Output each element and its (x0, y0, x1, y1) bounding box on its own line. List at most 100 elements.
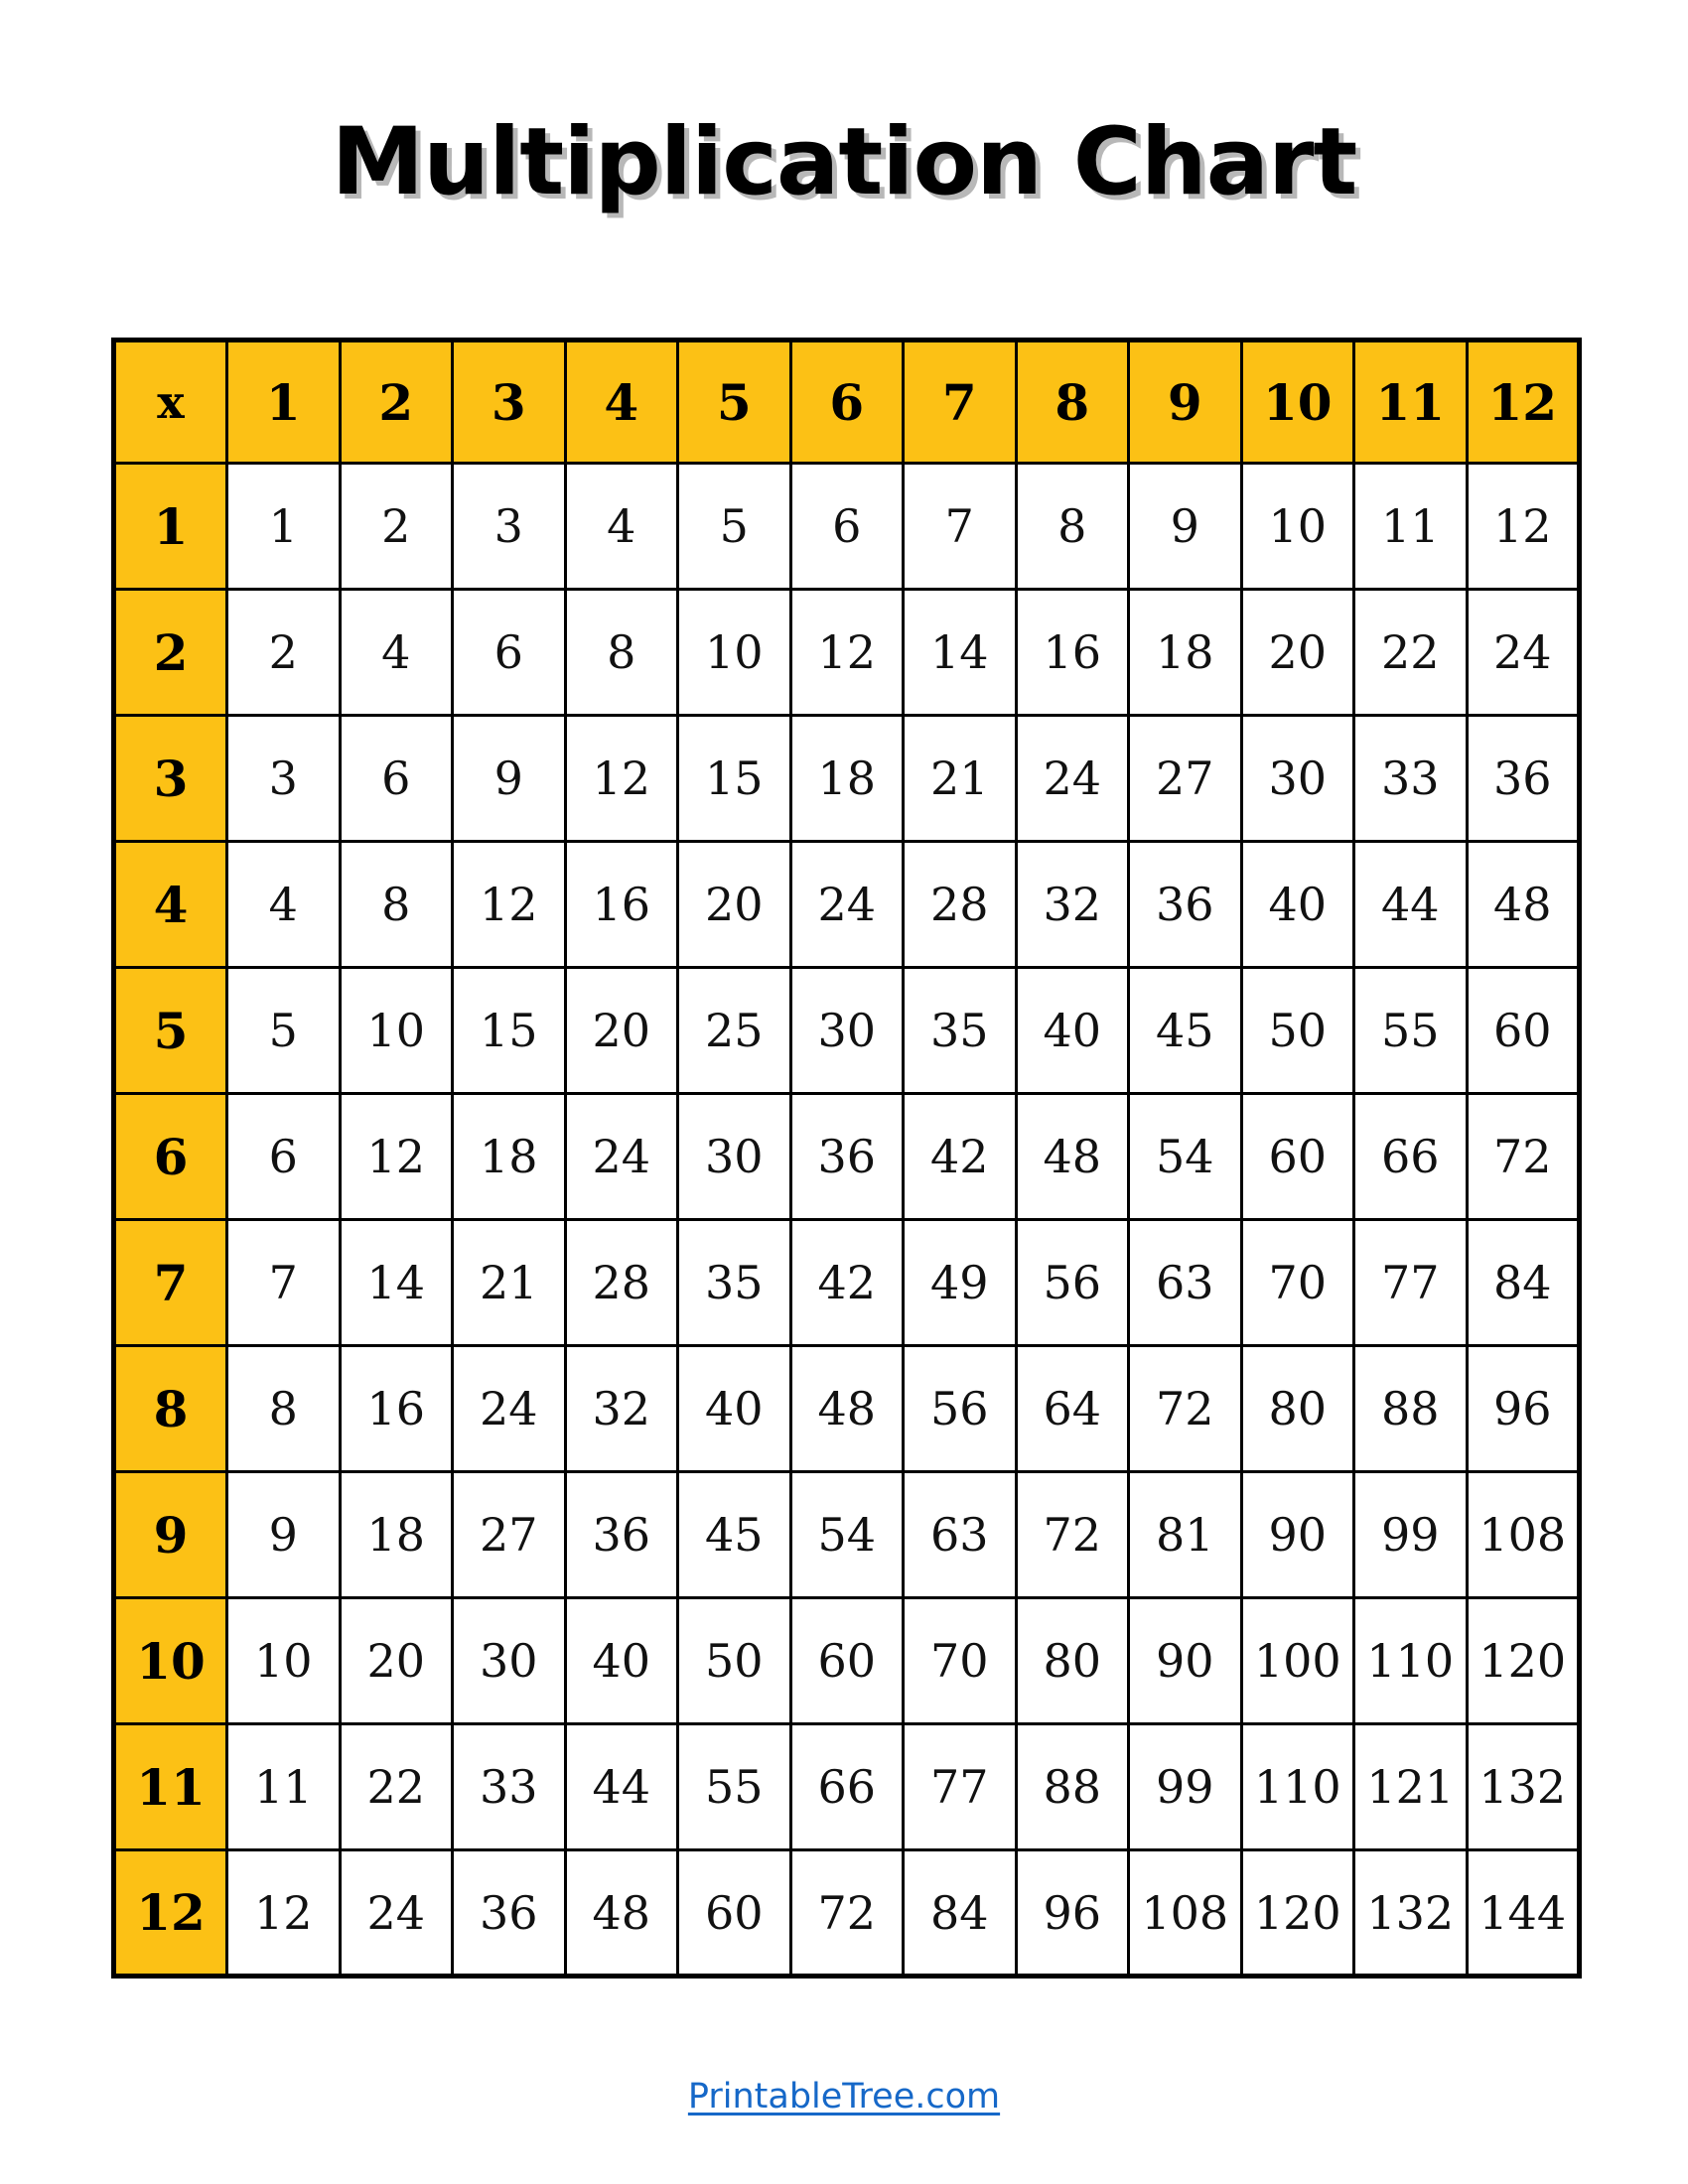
table-row: 1 1 2 3 4 5 6 7 8 9 10 11 12 (112, 462, 1581, 591)
cell-r5-c12: 60 (1465, 966, 1581, 1095)
cell-r8-c12: 96 (1465, 1344, 1581, 1473)
footer: PrintableTree.com (0, 2077, 1688, 2116)
cell-r8-c3: 24 (451, 1344, 567, 1473)
cell-r1-c1: 1 (225, 462, 342, 591)
cell-r4-c10: 40 (1239, 840, 1355, 969)
table-row: 8 8 16 24 32 40 48 56 64 72 80 88 96 (112, 1344, 1581, 1473)
cell-r5-c2: 10 (338, 966, 454, 1095)
cell-r8-c4: 32 (563, 1344, 679, 1473)
cell-r1-c2: 2 (338, 462, 454, 591)
cell-r7-c9: 63 (1127, 1218, 1243, 1347)
row-header-3: 3 (112, 714, 228, 843)
table-row: 4 4 8 12 16 20 24 28 32 36 40 44 48 (112, 840, 1581, 969)
cell-r12-c2: 24 (338, 1848, 454, 1978)
table-row: 5 5 10 15 20 25 30 35 40 45 50 55 60 (112, 966, 1581, 1095)
cell-r11-c5: 55 (676, 1722, 792, 1851)
column-header-11: 11 (1352, 339, 1469, 465)
cell-r1-c4: 4 (563, 462, 679, 591)
row-header-4: 4 (112, 840, 228, 969)
cell-r11-c7: 77 (902, 1722, 1018, 1851)
cell-r6-c9: 54 (1127, 1092, 1243, 1221)
cell-r11-c9: 99 (1127, 1722, 1243, 1851)
cell-r1-c6: 6 (788, 462, 905, 591)
cell-r9-c6: 54 (788, 1470, 905, 1599)
cell-r11-c6: 66 (788, 1722, 905, 1851)
cell-r7-c7: 49 (902, 1218, 1018, 1347)
cell-r3-c9: 27 (1127, 714, 1243, 843)
cell-r11-c12: 132 (1465, 1722, 1581, 1851)
cell-r12-c7: 84 (902, 1848, 1018, 1978)
cell-r6-c6: 36 (788, 1092, 905, 1221)
row-header-2: 2 (112, 588, 228, 717)
cell-r7-c10: 70 (1239, 1218, 1355, 1347)
cell-r10-c8: 80 (1014, 1596, 1130, 1725)
column-header-3: 3 (451, 339, 567, 465)
cell-r12-c5: 60 (676, 1848, 792, 1978)
cell-r5-c5: 25 (676, 966, 792, 1095)
cell-r1-c3: 3 (451, 462, 567, 591)
row-header-7: 7 (112, 1218, 228, 1347)
cell-r12-c1: 12 (225, 1848, 342, 1978)
cell-r7-c3: 21 (451, 1218, 567, 1347)
cell-r10-c3: 30 (451, 1596, 567, 1725)
cell-r10-c7: 70 (902, 1596, 1018, 1725)
cell-r3-c11: 33 (1352, 714, 1469, 843)
cell-r8-c7: 56 (902, 1344, 1018, 1473)
cell-r1-c12: 12 (1465, 462, 1581, 591)
cell-r2-c1: 2 (225, 588, 342, 717)
cell-r12-c4: 48 (563, 1848, 679, 1978)
cell-r7-c2: 14 (338, 1218, 454, 1347)
cell-r2-c7: 14 (902, 588, 1018, 717)
column-header-7: 7 (902, 339, 1018, 465)
cell-r5-c10: 50 (1239, 966, 1355, 1095)
cell-r4-c6: 24 (788, 840, 905, 969)
cell-r3-c6: 18 (788, 714, 905, 843)
cell-r9-c8: 72 (1014, 1470, 1130, 1599)
cell-r1-c7: 7 (902, 462, 1018, 591)
cell-r3-c1: 3 (225, 714, 342, 843)
cell-r7-c12: 84 (1465, 1218, 1581, 1347)
cell-r4-c9: 36 (1127, 840, 1243, 969)
table-row: 3 3 6 9 12 15 18 21 24 27 30 33 36 (112, 714, 1581, 843)
row-header-5: 5 (112, 966, 228, 1095)
cell-r6-c2: 12 (338, 1092, 454, 1221)
cell-r3-c7: 21 (902, 714, 1018, 843)
cell-r5-c1: 5 (225, 966, 342, 1095)
cell-r8-c11: 88 (1352, 1344, 1469, 1473)
printabletree-link[interactable]: PrintableTree.com (687, 2077, 1001, 2116)
cell-r10-c11: 110 (1352, 1596, 1469, 1725)
cell-r9-c11: 99 (1352, 1470, 1469, 1599)
cell-r4-c11: 44 (1352, 840, 1469, 969)
cell-r8-c10: 80 (1239, 1344, 1355, 1473)
cell-r5-c7: 35 (902, 966, 1018, 1095)
cell-r4-c7: 28 (902, 840, 1018, 969)
cell-r2-c8: 16 (1014, 588, 1130, 717)
cell-r7-c4: 28 (563, 1218, 679, 1347)
cell-r8-c9: 72 (1127, 1344, 1243, 1473)
cell-r9-c7: 63 (902, 1470, 1018, 1599)
cell-r7-c11: 77 (1352, 1218, 1469, 1347)
cell-r2-c10: 20 (1239, 588, 1355, 717)
cell-r6-c8: 48 (1014, 1092, 1130, 1221)
cell-r5-c6: 30 (788, 966, 905, 1095)
table-head: x 1 2 3 4 5 6 7 8 9 10 11 12 (112, 339, 1581, 465)
cell-r2-c11: 22 (1352, 588, 1469, 717)
column-header-12: 12 (1465, 339, 1581, 465)
cell-r9-c12: 108 (1465, 1470, 1581, 1599)
cell-r10-c1: 10 (225, 1596, 342, 1725)
cell-r10-c5: 50 (676, 1596, 792, 1725)
page-title: Multiplication Chart (331, 107, 1358, 216)
cell-r7-c8: 56 (1014, 1218, 1130, 1347)
cell-r4-c5: 20 (676, 840, 792, 969)
column-header-6: 6 (788, 339, 905, 465)
cell-r10-c9: 90 (1127, 1596, 1243, 1725)
cell-r6-c12: 72 (1465, 1092, 1581, 1221)
table-row: 7 7 14 21 28 35 42 49 56 63 70 77 84 (112, 1218, 1581, 1347)
cell-r3-c12: 36 (1465, 714, 1581, 843)
cell-r4-c2: 8 (338, 840, 454, 969)
cell-r9-c9: 81 (1127, 1470, 1243, 1599)
cell-r10-c12: 120 (1465, 1596, 1581, 1725)
cell-r8-c1: 8 (225, 1344, 342, 1473)
